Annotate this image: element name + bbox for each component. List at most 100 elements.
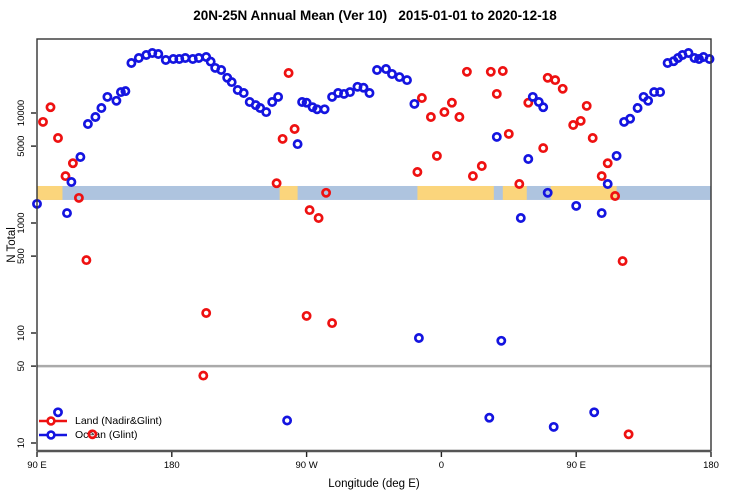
highlight-band-orange: [417, 185, 494, 200]
data-point: [589, 407, 600, 418]
data-point: [261, 107, 272, 118]
data-point: [514, 179, 525, 189]
data-point: [45, 102, 56, 113]
data-point: [364, 88, 375, 98]
data-point: [610, 191, 621, 201]
data-point: [283, 68, 294, 78]
data-point: [668, 56, 679, 67]
y-axis-label: N Total: [6, 227, 18, 263]
data-point: [345, 87, 355, 98]
plot-box: [36, 38, 712, 452]
data-point: [527, 91, 538, 102]
data-point: [38, 116, 48, 127]
data-point: [168, 54, 179, 64]
legend-label-ocean: Ocean (Glint): [75, 429, 138, 441]
data-point: [297, 97, 308, 107]
y-tick-label: 10000: [16, 100, 27, 126]
data-point: [327, 91, 338, 102]
data-point: [515, 213, 526, 223]
data-point: [372, 65, 382, 75]
data-point: [425, 112, 436, 122]
data-point: [643, 95, 654, 106]
data-point: [312, 104, 323, 115]
data-point: [304, 205, 315, 216]
data-point: [632, 103, 643, 113]
data-point: [271, 178, 282, 189]
data-point: [467, 171, 478, 182]
legend-item-ocean: Ocean (Glint): [38, 428, 162, 442]
data-point: [611, 150, 622, 161]
data-point: [619, 116, 630, 127]
data-point: [523, 97, 534, 108]
data-point: [180, 53, 191, 63]
data-point: [557, 83, 568, 94]
chart-title: 20N-25N Annual Mean (Ver 10) 2015-01-01 …: [193, 8, 557, 23]
data-point: [575, 115, 586, 126]
data-point: [289, 124, 300, 134]
data-point: [62, 208, 72, 219]
data-point: [655, 87, 666, 98]
data-point: [319, 104, 330, 115]
data-point: [193, 53, 204, 63]
data-point: [126, 58, 137, 68]
data-point: [568, 120, 579, 130]
data-point: [503, 128, 514, 139]
data-point: [160, 55, 171, 65]
data-point: [485, 66, 496, 77]
data-point: [704, 54, 715, 64]
x-tick-label: 90 W: [296, 460, 318, 471]
highlight-band-orange: [37, 185, 63, 200]
data-point: [244, 97, 255, 107]
data-point: [292, 139, 303, 150]
data-point: [550, 75, 561, 86]
data-point: [32, 198, 42, 209]
data-point: [232, 85, 243, 95]
data-point: [352, 81, 363, 92]
data-point: [238, 88, 249, 98]
data-point: [153, 49, 164, 59]
legend-item-land: Land (Nadir&Glint): [38, 414, 162, 428]
data-point: [454, 112, 465, 122]
data-point: [497, 66, 508, 76]
data-point: [60, 171, 71, 182]
data-point: [694, 54, 704, 64]
data-point: [277, 133, 288, 144]
data-point: [446, 97, 457, 108]
legend: Land (Nadir&Glint) Ocean (Glint): [38, 414, 162, 442]
highlight-band-blue: [37, 185, 711, 200]
data-point: [538, 143, 549, 154]
y-tick-label: 50: [16, 361, 27, 372]
data-point: [102, 91, 113, 102]
data-point: [413, 333, 424, 343]
data-point: [73, 192, 84, 203]
data-point: [587, 133, 598, 143]
x-tick-label: 90 E: [27, 460, 47, 471]
data-point: [491, 131, 502, 142]
data-point: [75, 152, 86, 162]
data-point: [689, 53, 700, 63]
data-point: [66, 177, 77, 187]
data-point: [484, 412, 495, 423]
data-point: [301, 310, 312, 321]
data-point: [174, 54, 185, 64]
data-point: [67, 158, 78, 169]
y-tick-label: 5000: [16, 136, 27, 157]
data-point: [226, 77, 237, 88]
x-tick-label: 180: [164, 460, 180, 471]
data-point: [222, 72, 233, 83]
data-point: [201, 52, 212, 62]
data-point: [90, 112, 101, 122]
x-tick-label: 0: [439, 460, 444, 471]
data-point: [542, 72, 553, 83]
data-point: [533, 97, 544, 107]
data-point: [638, 91, 649, 102]
data-point: [205, 56, 216, 67]
data-point: [339, 88, 349, 99]
data-point: [602, 158, 613, 169]
highlight-band-orange: [502, 185, 527, 200]
data-point: [538, 102, 549, 113]
data-point: [683, 48, 694, 58]
data-point: [120, 86, 131, 97]
data-point: [409, 98, 420, 109]
y-tick-label: 100: [16, 325, 27, 341]
